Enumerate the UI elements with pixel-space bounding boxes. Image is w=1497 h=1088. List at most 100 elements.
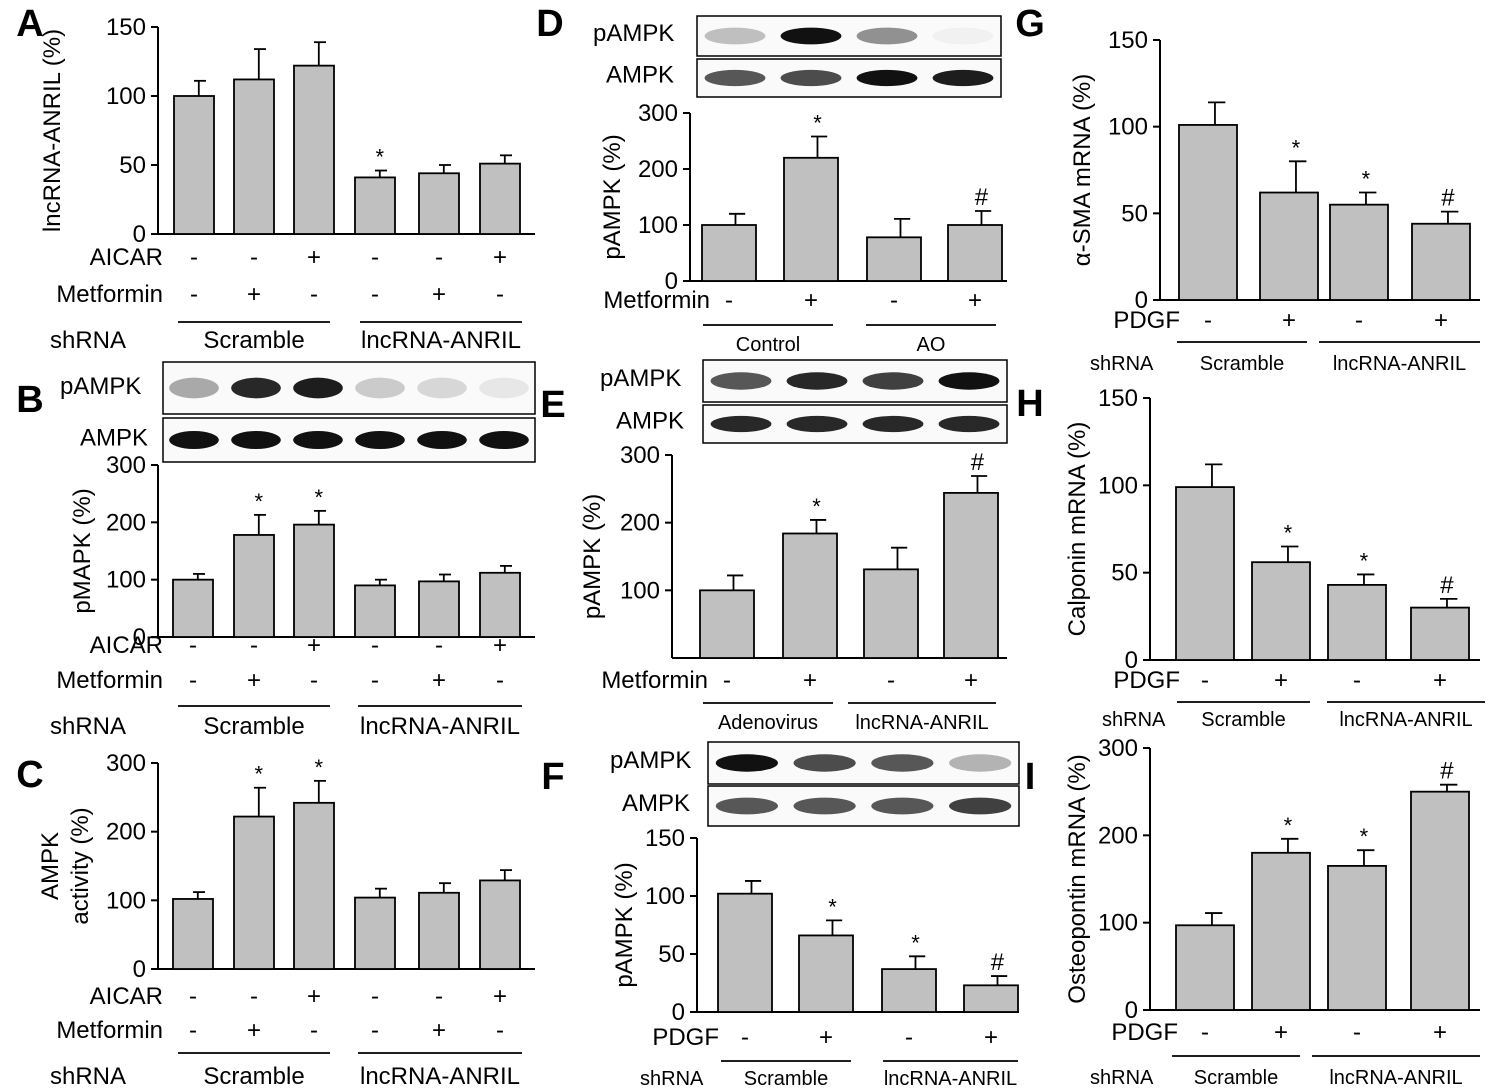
treatment-sign: -	[496, 281, 504, 308]
treatment-sign: +	[247, 1017, 261, 1044]
treatment-sign: +	[307, 244, 321, 271]
blot-band	[871, 797, 934, 815]
bar	[1411, 222, 1471, 301]
blot-band	[932, 27, 994, 45]
y-tick-label: 0	[672, 999, 685, 1026]
y-tick-label: 100	[620, 577, 660, 604]
panel-letter: I	[1025, 756, 1036, 798]
shrna-label: shRNA	[1090, 1067, 1154, 1088]
group-label: lncRNA-ANRIL	[360, 713, 520, 740]
group-label: Scramble	[1194, 1067, 1278, 1088]
y-tick-label: 300	[106, 750, 146, 777]
significance-mark: *	[1284, 520, 1293, 545]
treatment-sign: -	[435, 632, 443, 659]
treatment-sign: -	[371, 983, 379, 1010]
treatment-sign: -	[250, 632, 258, 659]
blot-frame	[162, 361, 536, 415]
treatment-sign: -	[905, 1024, 913, 1051]
treatment-sign: -	[435, 244, 443, 271]
treatment-label: AICAR	[90, 632, 163, 659]
panel-letter: B	[16, 379, 43, 421]
treatment-sign: +	[307, 632, 321, 659]
bar	[782, 532, 838, 659]
bar	[233, 78, 275, 235]
y-tick-label: 150	[645, 825, 685, 852]
treatment-sign: -	[435, 983, 443, 1010]
treatment-sign: -	[496, 1017, 504, 1044]
treatment-sign: -	[189, 632, 197, 659]
treatment-sign: -	[1201, 1019, 1209, 1046]
y-tick-label: 100	[106, 83, 146, 110]
treatment-sign: -	[310, 667, 318, 694]
y-tick-label: 200	[1098, 822, 1138, 849]
shrna-label: shRNA	[50, 1063, 126, 1088]
treatment-sign: +	[247, 281, 261, 308]
blot-band	[780, 69, 842, 87]
treatment-sign: +	[432, 667, 446, 694]
y-tick-label: 150	[106, 14, 146, 41]
treatment-sign: -	[189, 1017, 197, 1044]
group-label: Control	[736, 334, 800, 356]
y-axis-label: Osteopontin mRNA (%)	[1064, 754, 1091, 1003]
blot-band	[231, 377, 281, 399]
y-tick-label: 300	[620, 442, 660, 469]
bar	[172, 578, 214, 638]
y-axis-label: pAMPK (%)	[579, 494, 606, 619]
treatment-sign: -	[371, 667, 379, 694]
y-axis-label: Calponin mRNA (%)	[1064, 422, 1091, 637]
blot-label: pAMPK	[593, 20, 674, 47]
significance-mark: *	[376, 145, 385, 170]
y-tick-label: 100	[106, 567, 146, 594]
shrna-label: shRNA	[50, 713, 126, 740]
blot-band	[856, 27, 918, 45]
bar	[479, 571, 521, 638]
bar	[173, 95, 215, 235]
blot-band	[355, 377, 405, 399]
treatment-label: PDGF	[652, 1024, 719, 1051]
significance-mark: *	[315, 755, 324, 780]
y-axis-label: lncRNA-ANRIL (%)	[39, 29, 66, 232]
blot-band	[938, 372, 1000, 390]
significance-mark: *	[828, 894, 837, 919]
treatment-label: Metformin	[56, 667, 163, 694]
panel-letter: A	[16, 3, 43, 45]
y-tick-label: 300	[1098, 735, 1138, 762]
shrna-label: shRNA	[50, 327, 126, 354]
blot-band	[715, 754, 778, 772]
blot-band	[949, 754, 1012, 772]
treatment-sign: +	[432, 281, 446, 308]
y-tick-label: 100	[645, 883, 685, 910]
blot-band	[231, 430, 281, 450]
bar	[1410, 606, 1470, 661]
treatment-sign: -	[189, 983, 197, 1010]
significance-mark: *	[812, 494, 821, 519]
y-tick-label: 200	[638, 156, 678, 183]
significance-mark: #	[1440, 758, 1454, 785]
group-label: Scramble	[744, 1068, 828, 1088]
y-tick-label: 0	[665, 268, 678, 295]
group-label: lncRNA-ANRIL	[1333, 353, 1466, 375]
y-tick-label: 100	[1108, 114, 1148, 141]
y-tick-label: 100	[1098, 910, 1138, 937]
bar	[1175, 924, 1235, 1011]
significance-mark: *	[255, 762, 264, 787]
bar	[963, 984, 1019, 1013]
shrna-label: shRNA	[1090, 353, 1154, 375]
treatment-sign: -	[371, 244, 379, 271]
treatment-sign: +	[1434, 307, 1448, 334]
treatment-sign: +	[804, 287, 818, 314]
panel-letter: G	[1015, 3, 1045, 45]
blot-band	[169, 430, 219, 450]
bar	[947, 224, 1003, 282]
blot-band	[293, 430, 343, 450]
treatment-sign: -	[250, 983, 258, 1010]
group-label: AO	[917, 334, 946, 356]
panel-letter: C	[16, 754, 43, 796]
treatment-label: Metformin	[56, 1017, 163, 1044]
treatment-sign: -	[190, 281, 198, 308]
blot-band	[355, 430, 405, 450]
treatment-sign: +	[432, 1017, 446, 1044]
y-axis-label: pAMPK (%)	[599, 134, 626, 259]
